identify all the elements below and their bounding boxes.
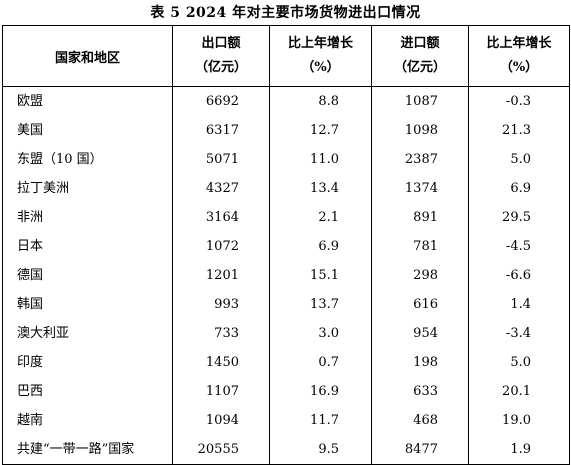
region-cell: 德国 <box>2 261 173 290</box>
import-cell: 781 <box>371 232 469 261</box>
region-cell: 共建“一带一路”国家 <box>2 435 173 465</box>
header-export: 出口额 （亿元） <box>172 25 270 87</box>
import-growth-cell: -0.3 <box>468 86 570 116</box>
export-cell: 6317 <box>172 116 270 145</box>
import-growth-cell: -3.4 <box>468 319 570 348</box>
region-cell: 日本 <box>2 232 173 261</box>
header-region: 国家和地区 <box>2 25 173 87</box>
table-row: 巴西 1107 16.9 633 20.1 <box>2 377 570 406</box>
header-import-growth: 比上年增长 （%） <box>468 25 570 87</box>
export-cell: 1094 <box>172 406 270 435</box>
import-cell: 616 <box>371 290 469 319</box>
table-row: 韩国 993 13.7 616 1.4 <box>2 290 570 319</box>
table-row: 共建“一带一路”国家 20555 9.5 8477 1.9 <box>2 435 570 465</box>
export-cell: 4327 <box>172 174 270 203</box>
region-cell: 欧盟 <box>2 86 173 116</box>
region-cell: 越南 <box>2 406 173 435</box>
header-export-label: 出口额 <box>201 36 241 51</box>
export-cell: 3164 <box>172 203 270 232</box>
export-growth-cell: 3.0 <box>269 319 372 348</box>
region-cell: 美国 <box>2 116 173 145</box>
table-header: 国家和地区 出口额 （亿元） 比上年增长 （%） 进口额 （亿元） 比上年增长 … <box>2 25 570 87</box>
table-row: 拉丁美洲 4327 13.4 1374 6.9 <box>2 174 570 203</box>
region-cell: 巴西 <box>2 377 173 406</box>
import-cell: 954 <box>371 319 469 348</box>
import-growth-cell: 1.9 <box>468 435 570 465</box>
export-growth-cell: 13.4 <box>269 174 372 203</box>
export-cell: 1201 <box>172 261 270 290</box>
export-growth-cell: 11.7 <box>269 406 372 435</box>
export-growth-cell: 2.1 <box>269 203 372 232</box>
export-cell: 1107 <box>172 377 270 406</box>
import-cell: 2387 <box>371 145 469 174</box>
import-growth-cell: 6.9 <box>468 174 570 203</box>
import-cell: 1087 <box>371 86 469 116</box>
import-growth-cell: -4.5 <box>468 232 570 261</box>
export-cell: 733 <box>172 319 270 348</box>
import-growth-cell: 29.5 <box>468 203 570 232</box>
header-import-growth-label: 比上年增长 <box>486 36 552 51</box>
export-growth-cell: 8.8 <box>269 86 372 116</box>
export-growth-cell: 9.5 <box>269 435 372 465</box>
table-row: 日本 1072 6.9 781 -4.5 <box>2 232 570 261</box>
export-cell: 1450 <box>172 348 270 377</box>
export-cell: 20555 <box>172 435 270 465</box>
import-growth-cell: 19.0 <box>468 406 570 435</box>
header-row: 国家和地区 出口额 （亿元） 比上年增长 （%） 进口额 （亿元） 比上年增长 … <box>2 25 570 87</box>
import-cell: 8477 <box>371 435 469 465</box>
import-growth-cell: 5.0 <box>468 348 570 377</box>
import-cell: 633 <box>371 377 469 406</box>
export-growth-cell: 11.0 <box>269 145 372 174</box>
table-row: 美国 6317 12.7 1098 21.3 <box>2 116 570 145</box>
header-export-growth-unit: （%） <box>301 60 340 75</box>
table-title: 表 5 2024 年对主要市场货物进出口情况 <box>150 5 421 21</box>
import-growth-cell: -6.6 <box>468 261 570 290</box>
export-growth-cell: 15.1 <box>269 261 372 290</box>
export-growth-cell: 6.9 <box>269 232 372 261</box>
header-import: 进口额 （亿元） <box>371 25 469 87</box>
header-import-unit: （亿元） <box>393 60 446 75</box>
import-cell: 198 <box>371 348 469 377</box>
import-cell: 1098 <box>371 116 469 145</box>
table-row: 越南 1094 11.7 468 19.0 <box>2 406 570 435</box>
table-row: 印度 1450 0.7 198 5.0 <box>2 348 570 377</box>
import-growth-cell: 1.4 <box>468 290 570 319</box>
export-cell: 5071 <box>172 145 270 174</box>
table-row: 欧盟 6692 8.8 1087 -0.3 <box>2 86 570 116</box>
region-cell: 印度 <box>2 348 173 377</box>
table-row: 德国 1201 15.1 298 -6.6 <box>2 261 570 290</box>
header-export-unit: （亿元） <box>194 60 247 75</box>
import-growth-cell: 21.3 <box>468 116 570 145</box>
header-export-growth-label: 比上年增长 <box>287 36 353 51</box>
export-growth-cell: 0.7 <box>269 348 372 377</box>
table-body: 欧盟 6692 8.8 1087 -0.3 美国 6317 12.7 1098 … <box>2 86 570 465</box>
import-growth-cell: 20.1 <box>468 377 570 406</box>
import-growth-cell: 5.0 <box>468 145 570 174</box>
region-cell: 东盟（10 国） <box>2 145 173 174</box>
import-cell: 468 <box>371 406 469 435</box>
export-cell: 6692 <box>172 86 270 116</box>
import-cell: 298 <box>371 261 469 290</box>
table-row: 澳大利亚 733 3.0 954 -3.4 <box>2 319 570 348</box>
table-row: 非洲 3164 2.1 891 29.5 <box>2 203 570 232</box>
export-growth-cell: 16.9 <box>269 377 372 406</box>
header-import-label: 进口额 <box>400 36 440 51</box>
header-export-growth: 比上年增长 （%） <box>269 25 372 87</box>
export-cell: 993 <box>172 290 270 319</box>
export-growth-cell: 12.7 <box>269 116 372 145</box>
import-cell: 891 <box>371 203 469 232</box>
table-row: 东盟（10 国） 5071 11.0 2387 5.0 <box>2 145 570 174</box>
trade-table: 国家和地区 出口额 （亿元） 比上年增长 （%） 进口额 （亿元） 比上年增长 … <box>2 25 570 465</box>
region-cell: 拉丁美洲 <box>2 174 173 203</box>
region-cell: 非洲 <box>2 203 173 232</box>
export-growth-cell: 13.7 <box>269 290 372 319</box>
import-cell: 1374 <box>371 174 469 203</box>
export-cell: 1072 <box>172 232 270 261</box>
region-cell: 韩国 <box>2 290 173 319</box>
header-import-growth-unit: （%） <box>499 60 539 75</box>
region-cell: 澳大利亚 <box>2 319 173 348</box>
